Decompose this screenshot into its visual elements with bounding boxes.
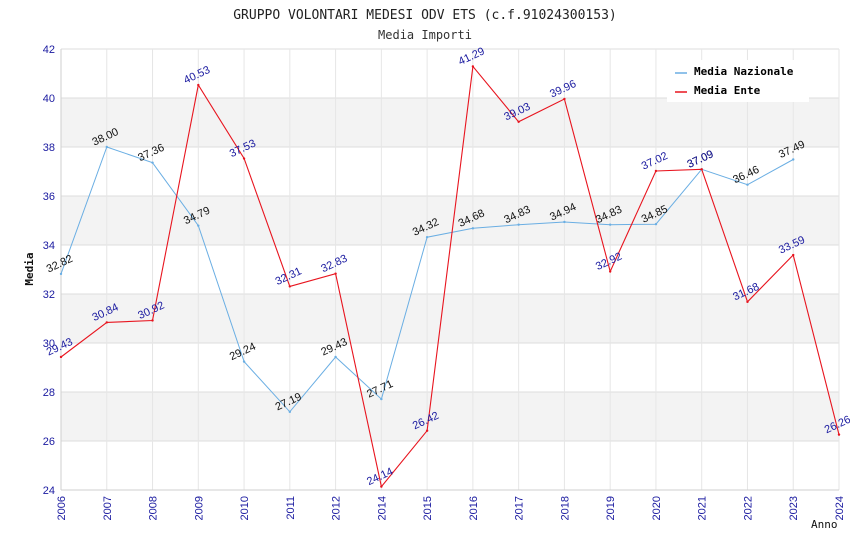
point-ente-2006 bbox=[59, 355, 63, 359]
band-30 bbox=[61, 294, 839, 343]
y-tick-40: 40 bbox=[43, 93, 55, 105]
point-ente-2016 bbox=[471, 65, 475, 68]
point-naz-2011 bbox=[288, 410, 292, 414]
point-naz-2020 bbox=[654, 222, 658, 226]
x-tick-labels: 2006 2007 2008 2009 2010 2011 2012 2014 2015 2016… bbox=[56, 496, 846, 520]
point-naz-2010 bbox=[242, 360, 246, 363]
legend-box bbox=[667, 60, 809, 102]
band-26 bbox=[61, 392, 839, 441]
band-38 bbox=[61, 98, 839, 147]
point-naz-2008 bbox=[151, 161, 154, 164]
x-tick-2015: 2015 bbox=[422, 496, 434, 520]
point-ente-2009 bbox=[197, 83, 200, 87]
data-label-ente-2014: 24.14 bbox=[365, 466, 395, 489]
data-label-ente-2009: 40.53 bbox=[182, 64, 212, 87]
x-tick-2019: 2019 bbox=[605, 496, 617, 520]
y-tick-34: 34 bbox=[43, 240, 55, 252]
legend-label-nazionale: Media Nazionale bbox=[694, 65, 794, 78]
point-naz-2022 bbox=[746, 183, 749, 186]
x-tick-2008: 2008 bbox=[148, 496, 160, 520]
point-naz-2019 bbox=[608, 223, 612, 226]
point-ente-2008 bbox=[151, 319, 154, 322]
series-lines bbox=[59, 65, 841, 488]
point-ente-2023 bbox=[792, 253, 795, 257]
y-tick-36: 36 bbox=[43, 191, 55, 203]
band-34 bbox=[61, 196, 839, 245]
data-label-ente-2011: 32.31 bbox=[274, 265, 304, 288]
data-label-ente-2018: 39.96 bbox=[548, 78, 578, 101]
x-tick-2010: 2010 bbox=[239, 496, 251, 520]
point-naz-2009 bbox=[197, 224, 200, 227]
data-label-ente-2021: 37.09 bbox=[685, 148, 715, 171]
point-ente-2012 bbox=[334, 272, 337, 275]
point-ente-2011 bbox=[288, 285, 292, 288]
data-label-ente-2020: 37.02 bbox=[640, 150, 670, 173]
chart-title: GRUPPO VOLONTARI MEDESI ODV ETS (c.f.910… bbox=[233, 8, 617, 23]
x-tick-2023: 2023 bbox=[788, 496, 800, 520]
y-axis-title: Media bbox=[23, 252, 36, 285]
y-tick-labels: 24 26 28 30 32 34 36 38 40 42 bbox=[43, 44, 55, 497]
y-tick-42: 42 bbox=[43, 44, 55, 56]
point-naz-2016 bbox=[471, 227, 475, 230]
point-ente-2015 bbox=[425, 429, 429, 432]
x-tick-2011: 2011 bbox=[285, 496, 297, 520]
legend-label-ente: Media Ente bbox=[694, 84, 761, 97]
x-tick-2024: 2024 bbox=[834, 496, 846, 520]
point-naz-2018 bbox=[563, 220, 566, 224]
point-ente-2017 bbox=[517, 120, 520, 123]
legend: Media Nazionale Media Ente bbox=[667, 60, 809, 102]
data-label-ente-2019: 32.92 bbox=[594, 250, 624, 273]
point-ente-2019 bbox=[608, 270, 612, 273]
point-naz-2023 bbox=[792, 158, 795, 161]
y-tick-26: 26 bbox=[43, 436, 55, 448]
x-tick-2018: 2018 bbox=[559, 496, 571, 520]
x-tick-2012: 2012 bbox=[331, 496, 343, 520]
y-tick-30: 30 bbox=[43, 338, 55, 350]
y-tick-28: 28 bbox=[43, 387, 55, 399]
y-tick-38: 38 bbox=[43, 142, 55, 154]
x-tick-2016: 2016 bbox=[468, 496, 480, 520]
point-ente-2007 bbox=[105, 321, 108, 324]
x-tick-2021: 2021 bbox=[697, 496, 709, 520]
x-tick-2007: 2007 bbox=[102, 496, 114, 520]
x-axis-title: Anno bbox=[811, 518, 838, 531]
point-ente-2022 bbox=[746, 300, 749, 304]
point-ente-2021 bbox=[700, 168, 703, 171]
y-tick-24: 24 bbox=[43, 485, 55, 497]
x-tick-2009: 2009 bbox=[193, 496, 205, 520]
x-tick-2006: 2006 bbox=[56, 496, 68, 520]
data-label-naz-2010: 29.24 bbox=[228, 341, 258, 364]
point-naz-2007 bbox=[105, 145, 108, 149]
x-tick-2014: 2014 bbox=[376, 496, 388, 520]
series-line-media-ente bbox=[60, 65, 840, 488]
point-ente-2024 bbox=[837, 433, 841, 436]
point-ente-2018 bbox=[563, 97, 566, 101]
gridlines bbox=[60, 48, 840, 491]
point-naz-2017 bbox=[517, 223, 520, 226]
data-label-naz-2006: 32.82 bbox=[45, 253, 75, 276]
point-naz-2014 bbox=[380, 397, 383, 401]
x-tick-2020: 2020 bbox=[651, 496, 663, 520]
chart-subtitle: Media Importi bbox=[378, 28, 472, 42]
x-tick-2022: 2022 bbox=[742, 496, 754, 520]
data-label-ente-2012: 32.83 bbox=[319, 253, 349, 276]
x-tick-2017: 2017 bbox=[514, 496, 526, 520]
point-naz-2015 bbox=[425, 235, 429, 239]
point-ente-2014 bbox=[380, 485, 383, 488]
point-naz-2006 bbox=[59, 272, 63, 276]
point-ente-2010 bbox=[242, 157, 246, 160]
data-label-naz-2022: 36.46 bbox=[731, 164, 761, 187]
background-bands bbox=[61, 98, 839, 441]
point-naz-2012 bbox=[334, 355, 337, 359]
y-tick-32: 32 bbox=[43, 289, 55, 301]
point-ente-2020 bbox=[654, 169, 658, 173]
